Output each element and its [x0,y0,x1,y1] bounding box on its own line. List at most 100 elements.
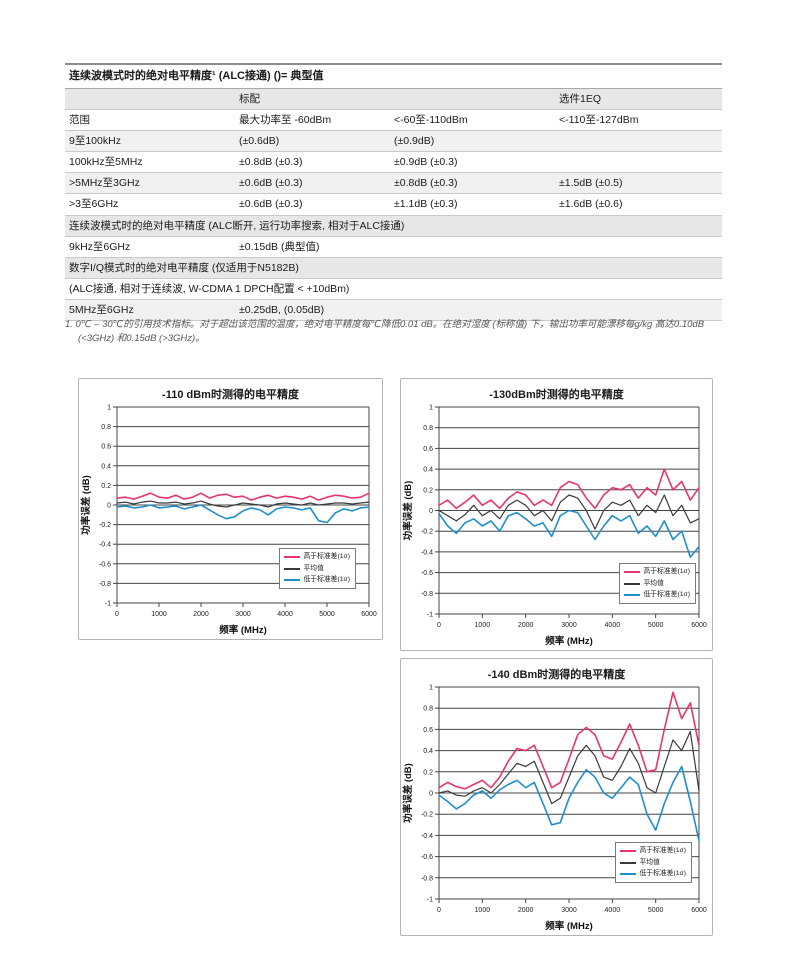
svg-text:-0.2: -0.2 [99,522,111,529]
footnote: 1. 0℃ – 30℃的引用技术指标。对于超出该范围的温度，绝对电平精度每℃降低… [65,319,705,345]
table-cell: ±1.6dB (±0.6) [555,193,723,216]
table-cell: 100kHz至5MHz [65,151,235,174]
series-line-upper-sigma [438,691,700,790]
svg-text:0.2: 0.2 [423,769,433,776]
table-row: >5MHz至3GHz ±0.6dB (±0.3) ±0.8dB (±0.3) ±1.5… [65,172,723,195]
series-line-upper-sigma [438,468,700,510]
table-cell: 数字I/Q模式时的绝对电平精度 (仅适用于N5182B) [65,257,723,279]
svg-text:6000: 6000 [361,611,377,618]
svg-text:5000: 5000 [319,611,335,618]
table-cell [555,236,723,258]
svg-text:0.8: 0.8 [101,424,111,431]
table-cell: (±0.6dB) [235,130,390,153]
table-cell [390,236,555,258]
legend-line-icon [623,582,640,585]
series-line-mean [116,500,370,508]
spec-table: 连续波模式时的绝对电平精度¹ (ALC接通) ()= 典型值 标配 选件1EQ 范围最… [65,62,723,322]
svg-text:0.4: 0.4 [101,463,111,470]
table-row: 100kHz至5MHz ±0.8dB (±0.3) ±0.9dB (±0.3) [65,151,723,174]
chart-canvas: 1 0.8 0.6 0.4 0.2 0 -0.2 -0.4 -0.6 -0.8 -1 0 1000 200… [402,685,707,933]
svg-text:-0.2: -0.2 [421,529,433,536]
table-row: 5MHz至6GHz ±0.25dB, (0.05dB) [65,299,723,322]
table-cell: ±0.6dB (±0.3) [235,193,390,216]
table-row: 9kHz至6GHz ±0.15dB (典型值) [65,236,723,258]
series-line-upper-sigma [116,492,370,501]
svg-text:0.4: 0.4 [423,467,433,474]
legend-line-icon [623,571,640,574]
svg-text:-0.4: -0.4 [421,833,433,840]
svg-text:1: 1 [107,405,111,412]
svg-text:0.2: 0.2 [423,487,433,494]
legend-item: 高于标准差(1σ) [619,845,686,857]
svg-text:-1: -1 [105,601,111,608]
table-cell: 9kHz至6GHz [65,236,235,258]
table-cell: >3至6GHz [65,193,235,216]
table-row: (ALC接通, 相对于连续波, W-CDMA 1 DPCH配置 < +10dBm… [65,278,723,301]
chart-legend: 高于标准差(1σ) 平均值低于标准差(1σ) [614,842,692,883]
table-cell: (±0.9dB) [390,130,555,153]
svg-text:0.6: 0.6 [423,727,433,734]
svg-text:0: 0 [437,622,441,629]
legend-line-icon [623,594,640,597]
svg-text:6000: 6000 [691,907,707,914]
legend-item: 高于标准差(1σ) [623,566,690,578]
svg-text:0.8: 0.8 [423,706,433,713]
svg-text:4000: 4000 [605,622,621,629]
table-cell: 9至100kHz [65,130,235,153]
table-row: 9至100kHz (±0.6dB) (±0.9dB) [65,130,723,153]
x-axis-label: 频率 (MHz) [545,920,593,932]
legend-line-icon [619,850,636,853]
table-cell [390,88,555,110]
svg-text:4000: 4000 [277,611,293,618]
svg-text:-1: -1 [427,612,433,619]
svg-text:1: 1 [429,405,433,412]
y-axis-label: 功率误差 (dB) [402,763,414,823]
x-axis-label: 频率 (MHz) [219,624,267,636]
table-cell: ±0.8dB (±0.3) [235,151,390,174]
chart-title: -140 dBm时测得的电平精度 [487,669,626,681]
chart-140dbm: -140 dBm时测得的电平精度 1 0.8 0.6 0.4 0.2 0 -0.2 -0.4 -0… [400,658,713,936]
legend-label: 平均值 [639,858,660,866]
legend-item: 平均值 [283,563,351,575]
y-axis-label: 功率误差 (dB) [402,481,414,541]
svg-text:5000: 5000 [648,907,664,914]
svg-text:-0.8: -0.8 [421,591,433,598]
table-cell: 选件1EQ [555,88,723,110]
svg-text:0.8: 0.8 [423,425,433,432]
legend-line-icon [619,873,636,876]
legend-label: 低于标准差(1σ) [639,870,687,878]
svg-text:1000: 1000 [151,611,167,618]
svg-text:2000: 2000 [193,611,209,618]
table-cell: ±0.15dB (典型值) [235,236,390,258]
svg-text:-1: -1 [427,897,433,904]
legend-item: 低于标准差(1σ) [619,868,687,880]
legend-item: 低于标准差(1σ) [623,589,691,601]
table-cell: 范围 [65,109,235,132]
y-axis-label: 功率误差 (dB) [80,475,92,535]
svg-text:0: 0 [437,907,441,914]
series-line-lower-sigma [438,765,700,842]
series-line-lower-sigma [438,509,700,558]
table-cell: ±0.8dB (±0.3) [390,172,555,195]
table-title-row: 连续波模式时的绝对电平精度¹ (ALC接通) ()= 典型值 [65,62,723,89]
svg-text:0: 0 [107,503,111,510]
table-row: 标配 选件1EQ [65,88,723,110]
table-cell [390,299,555,322]
legend-label: 平均值 [303,564,324,572]
svg-text:0: 0 [115,611,119,618]
chart-legend: 高于标准差(1σ) 平均值 低于标准差(1σ) [618,563,696,604]
svg-text:5000: 5000 [648,622,664,629]
svg-text:-0.2: -0.2 [421,812,433,819]
legend-label: 低于标准差(1σ) [303,576,351,584]
legend-item: 平均值 [623,578,691,590]
table-cell: 标配 [235,88,390,110]
chart-canvas: 1 0.8 0.6 0.4 0.2 0 -0.2 -0.4 -0.6 -0.8 -1 0 1000 200… [80,405,377,637]
svg-text:0: 0 [429,791,433,798]
svg-text:2000: 2000 [518,622,534,629]
legend-line-icon [283,567,300,570]
svg-text:-0.8: -0.8 [421,875,433,882]
svg-text:0.6: 0.6 [101,444,111,451]
svg-text:3000: 3000 [235,611,251,618]
legend-label: 低于标准差(1σ) [643,591,691,599]
